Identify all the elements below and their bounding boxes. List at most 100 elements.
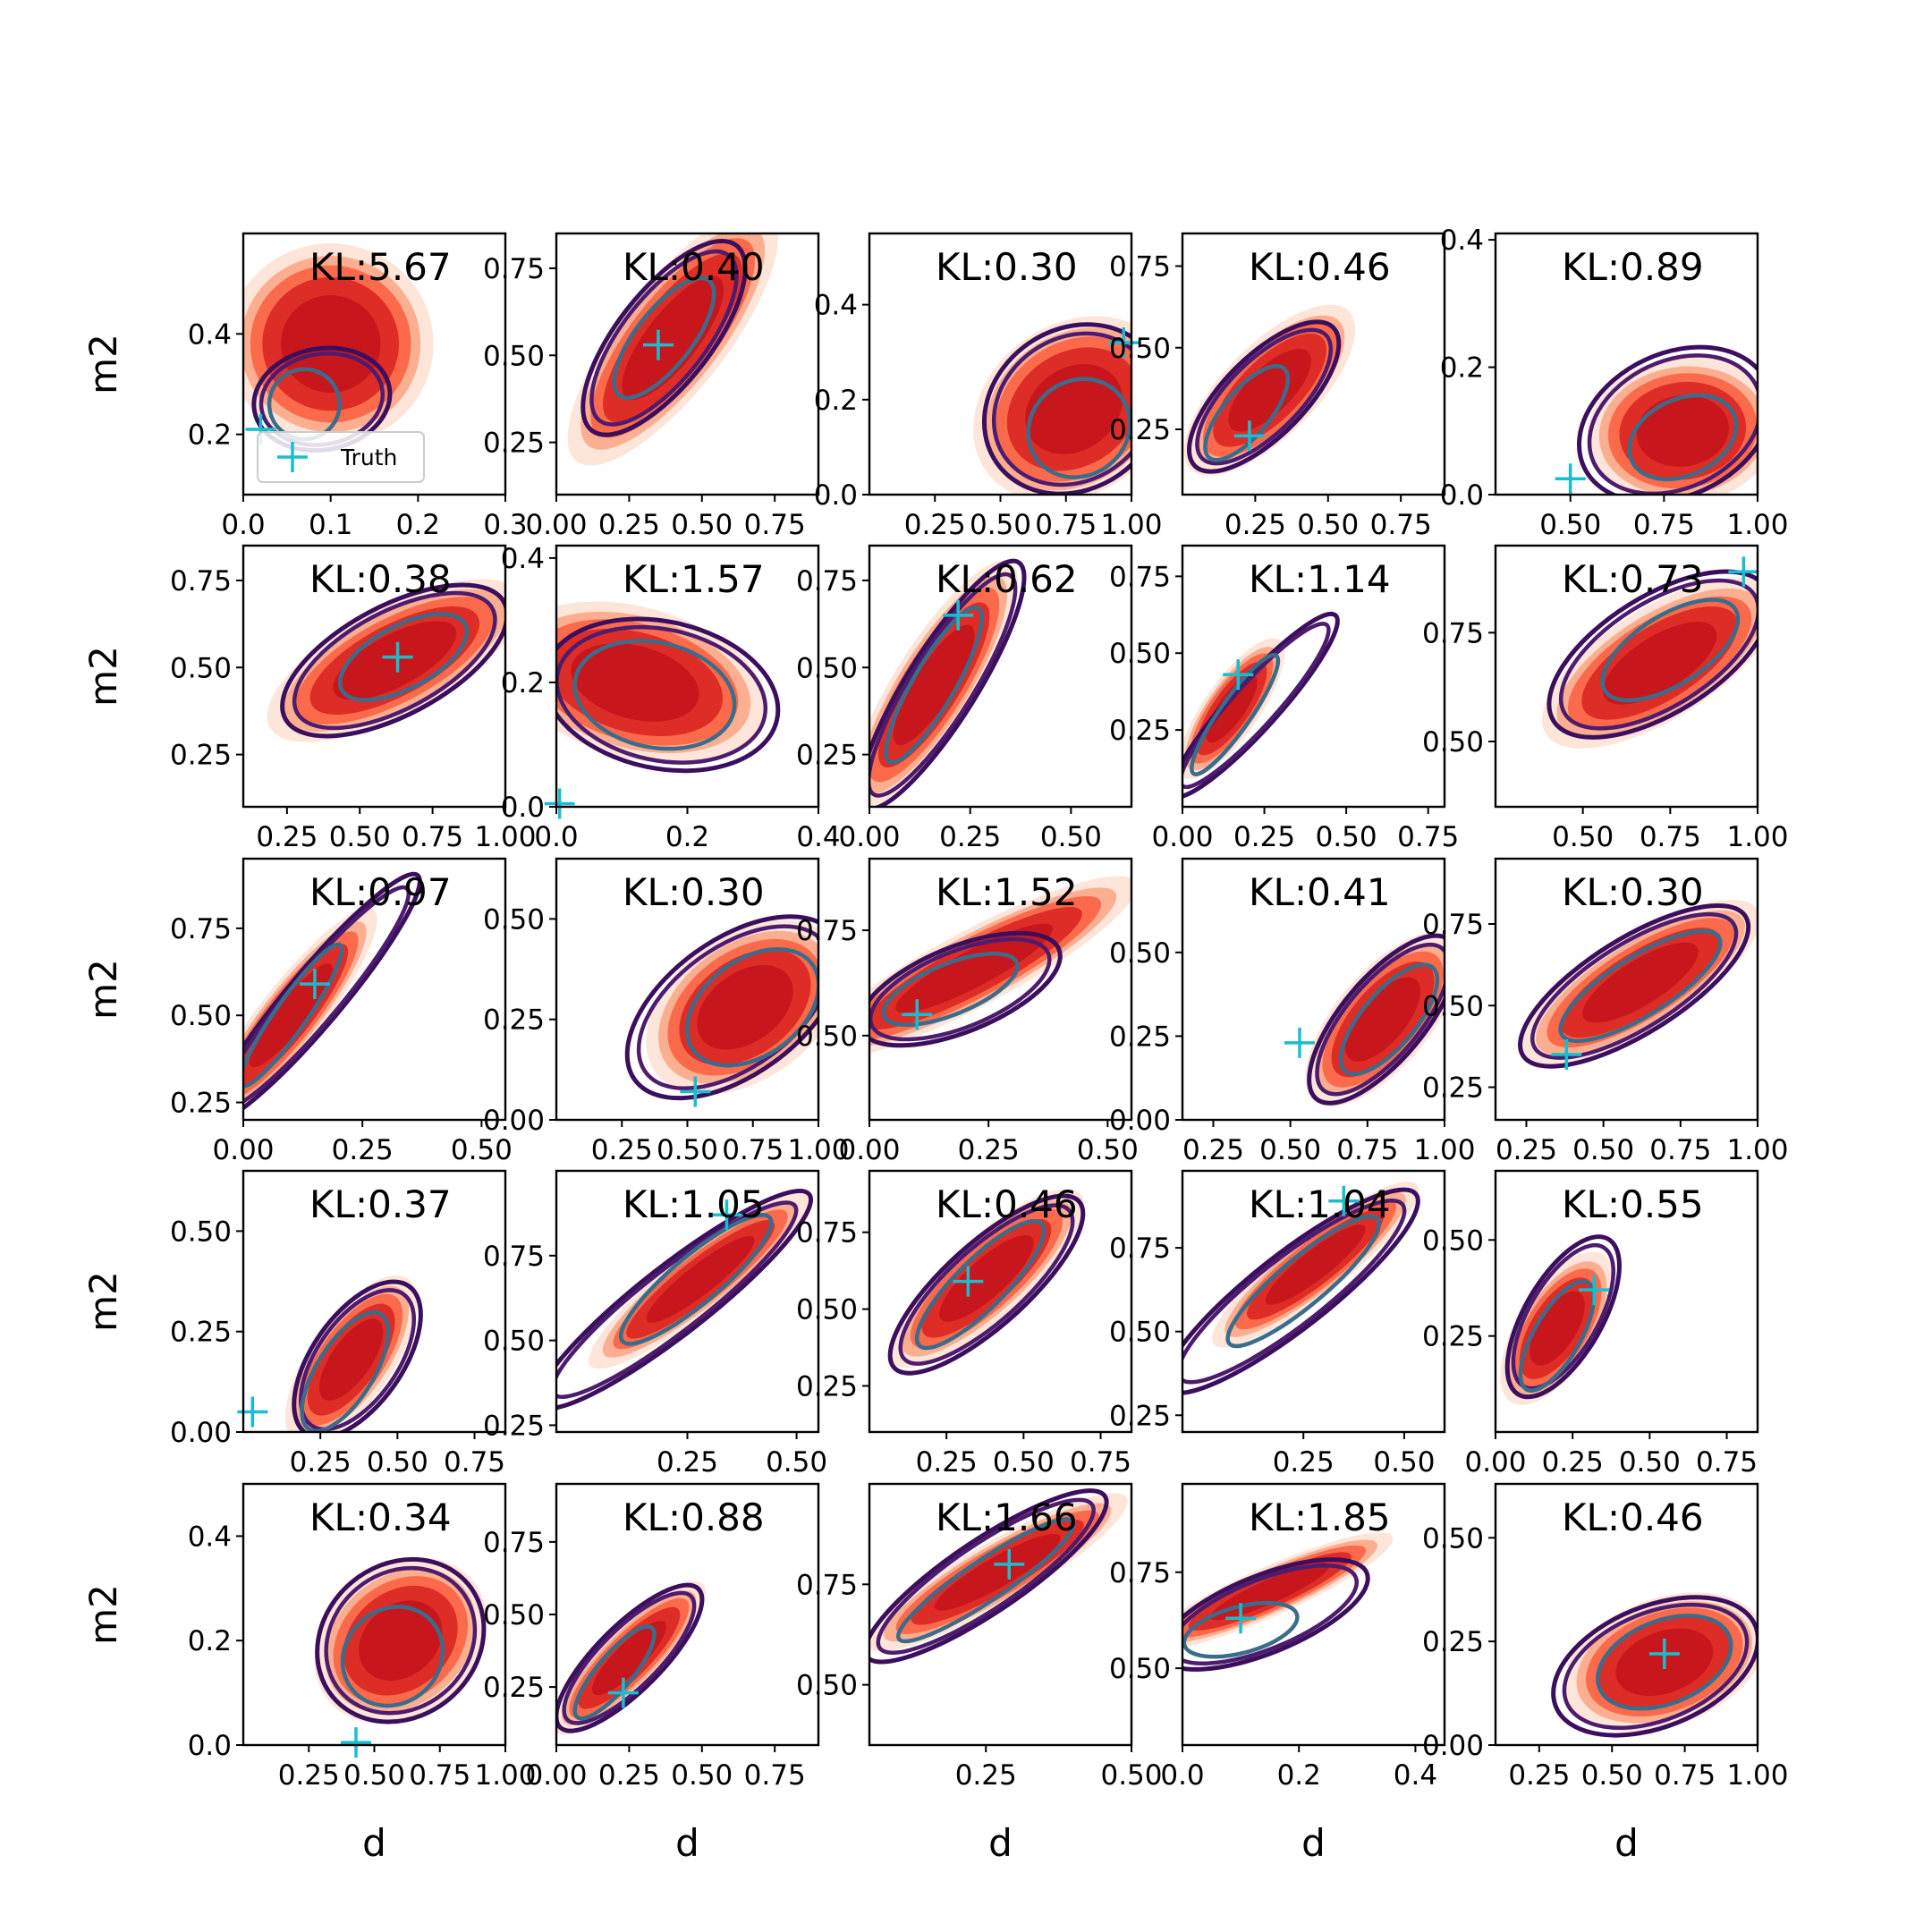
x-tick-label: 0.25 xyxy=(1273,1446,1335,1479)
x-tick-label: 0.4 xyxy=(796,821,840,853)
x-tick-label: 0.75 xyxy=(1649,1134,1711,1166)
plot-area xyxy=(1182,1182,1420,1395)
truth-marker xyxy=(994,1548,1025,1580)
contour-outer xyxy=(580,238,748,437)
x-tick-label: 0.75 xyxy=(1336,1134,1398,1166)
kl-annotation: KL:1.04 xyxy=(1249,1182,1391,1226)
y-tick-label: 0.25 xyxy=(1422,1072,1484,1105)
y-axis-label: m2 xyxy=(81,334,125,394)
y-tick-label: 0.0 xyxy=(1440,479,1484,512)
x-tick-label: 0.25 xyxy=(1508,1759,1570,1792)
panel-5: 0.50 0.75 1.00 0.0 0.2 0.4 KL:0.89 xyxy=(1440,225,1789,541)
contour-inner xyxy=(1627,393,1739,482)
contour-inner xyxy=(884,605,984,765)
y-tick-label: 0.75 xyxy=(1422,617,1484,649)
axes-frame xyxy=(868,857,1133,1122)
y-tick-label: 0.75 xyxy=(1109,251,1171,284)
truth-marker xyxy=(902,999,933,1030)
panel-2: 0.00 0.25 0.50 0.75 0.25 0.50 0.75 KL:0.40 xyxy=(483,232,820,541)
x-tick-label: 0.50 xyxy=(766,1446,827,1479)
x-tick-label: 0.50 xyxy=(1040,821,1102,853)
y-tick-label: 0.50 xyxy=(1422,1224,1484,1257)
contour-inner xyxy=(243,942,344,1089)
kl-annotation: KL:0.62 xyxy=(936,557,1078,601)
panel-23: 0.25 0.50 0.50 0.75 KL:1.66 d xyxy=(796,1482,1163,1865)
contour-inner xyxy=(1338,962,1440,1077)
kl-annotation: KL:1.05 xyxy=(623,1182,765,1226)
plot-area xyxy=(1182,611,1340,800)
contour-inner xyxy=(1518,1279,1597,1393)
truth-marker xyxy=(943,599,974,631)
y-tick-label: 0.4 xyxy=(188,1521,232,1553)
x-tick-label: 0.75 xyxy=(1070,1446,1131,1479)
x-tick-label: 0.25 xyxy=(1233,821,1295,853)
y-tick-label: 0.50 xyxy=(170,652,232,684)
axes-frame xyxy=(242,232,507,496)
contour-mid xyxy=(1182,1199,1407,1385)
density-level-5 xyxy=(1265,1224,1366,1305)
y-axis-label: m2 xyxy=(81,1271,125,1332)
contour-inner xyxy=(1203,363,1291,462)
contour-mid xyxy=(589,249,739,427)
density-level-5 xyxy=(1025,364,1123,454)
contour-mid xyxy=(898,1203,1075,1366)
y-tick-label: 0.75 xyxy=(170,913,232,945)
contour-mid xyxy=(1195,327,1334,466)
panel-4: 0.25 0.50 0.75 0.25 0.50 0.75 KL:0.46 xyxy=(1109,232,1446,541)
contour-outer xyxy=(1182,1557,1370,1672)
kl-annotation: KL:0.46 xyxy=(936,1182,1078,1226)
x-tick-label: 0.25 xyxy=(598,509,660,541)
x-tick-label: 0.50 xyxy=(993,1446,1055,1479)
axes-frame xyxy=(1181,1169,1446,1434)
y-axis-label: m2 xyxy=(81,1584,125,1645)
contour-outer xyxy=(1182,1187,1420,1395)
y-tick-label: 0.50 xyxy=(796,1294,858,1326)
truth-marker xyxy=(1108,327,1140,359)
panel-14: 0.25 0.50 0.75 1.00 0.00 0.25 0.50 KL:0.41 xyxy=(1109,857,1476,1166)
contour-inner xyxy=(1558,928,1723,1044)
x-tick-label: 0.25 xyxy=(955,1759,1017,1792)
x-tick-label: 0.50 xyxy=(671,509,733,541)
y-tick-label: 0.00 xyxy=(1422,1730,1484,1762)
contour-outer xyxy=(887,1193,1086,1376)
axes-frame xyxy=(1494,544,1759,809)
panel-9: 0.00 0.25 0.50 0.75 0.25 0.50 0.75 KL:1.14 xyxy=(1109,544,1459,853)
y-tick-label: 0.75 xyxy=(796,1217,858,1250)
truth-marker xyxy=(299,969,330,1000)
x-tick-label: 1.00 xyxy=(474,1759,536,1792)
contour-mid xyxy=(1182,1563,1360,1666)
density-level-5 xyxy=(318,1318,384,1401)
density-level-5 xyxy=(1602,622,1717,705)
x-tick-label: 0.3 xyxy=(483,509,527,541)
contour-outer xyxy=(292,1279,423,1432)
x-tick-label: 0.2 xyxy=(665,821,709,853)
density-level-5 xyxy=(939,1234,1034,1322)
truth-marker xyxy=(1728,556,1759,588)
y-tick-label: 0.25 xyxy=(483,1672,545,1704)
density-level-5 xyxy=(1228,348,1311,432)
x-tick-label: 1.00 xyxy=(1726,509,1788,541)
kl-annotation: KL:0.88 xyxy=(623,1496,765,1539)
y-tick-label: 0.25 xyxy=(1109,414,1171,446)
plot-area xyxy=(887,1189,1086,1376)
y-tick-label: 0.75 xyxy=(796,1569,858,1601)
x-axis-label: d xyxy=(988,1821,1013,1865)
plot-area xyxy=(556,1188,814,1411)
x-tick-label: 0.0 xyxy=(1160,1759,1204,1792)
contour-outer xyxy=(869,558,1027,807)
y-tick-label: 0.0 xyxy=(501,792,545,824)
density-level-5 xyxy=(622,275,724,400)
y-tick-label: 0.2 xyxy=(188,1625,232,1657)
axes-frame xyxy=(242,857,507,1122)
contour-mid xyxy=(636,924,818,1091)
contour-inner xyxy=(618,1213,774,1346)
y-tick-label: 0.50 xyxy=(1109,937,1171,970)
plot-area xyxy=(243,243,434,453)
x-tick-label: 0.25 xyxy=(332,1134,394,1166)
x-tick-label: 0.75 xyxy=(409,1759,470,1792)
y-tick-label: 0.4 xyxy=(1440,225,1484,257)
y-tick-label: 0.2 xyxy=(1440,352,1484,385)
x-tick-label: 0.25 xyxy=(958,1134,1020,1166)
